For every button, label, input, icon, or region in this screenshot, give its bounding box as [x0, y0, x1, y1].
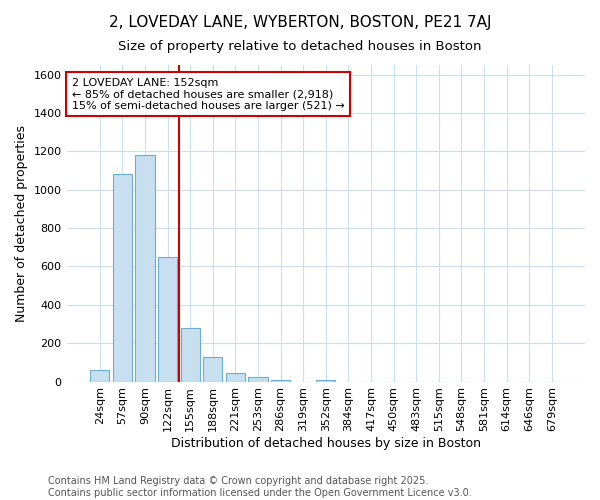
Bar	[203, 356, 223, 382]
Text: 2, LOVEDAY LANE, WYBERTON, BOSTON, PE21 7AJ: 2, LOVEDAY LANE, WYBERTON, BOSTON, PE21 …	[109, 15, 491, 30]
Bar	[226, 373, 245, 382]
Text: Size of property relative to detached houses in Boston: Size of property relative to detached ho…	[118, 40, 482, 53]
Bar	[90, 370, 109, 382]
Bar	[113, 174, 132, 382]
Bar	[181, 328, 200, 382]
X-axis label: Distribution of detached houses by size in Boston: Distribution of detached houses by size …	[171, 437, 481, 450]
Bar	[248, 377, 268, 382]
Bar	[271, 380, 290, 382]
Bar	[136, 155, 155, 382]
Text: 2 LOVEDAY LANE: 152sqm
← 85% of detached houses are smaller (2,918)
15% of semi-: 2 LOVEDAY LANE: 152sqm ← 85% of detached…	[72, 78, 344, 111]
Bar	[158, 257, 177, 382]
Bar	[316, 380, 335, 382]
Text: Contains HM Land Registry data © Crown copyright and database right 2025.
Contai: Contains HM Land Registry data © Crown c…	[48, 476, 472, 498]
Y-axis label: Number of detached properties: Number of detached properties	[15, 125, 28, 322]
